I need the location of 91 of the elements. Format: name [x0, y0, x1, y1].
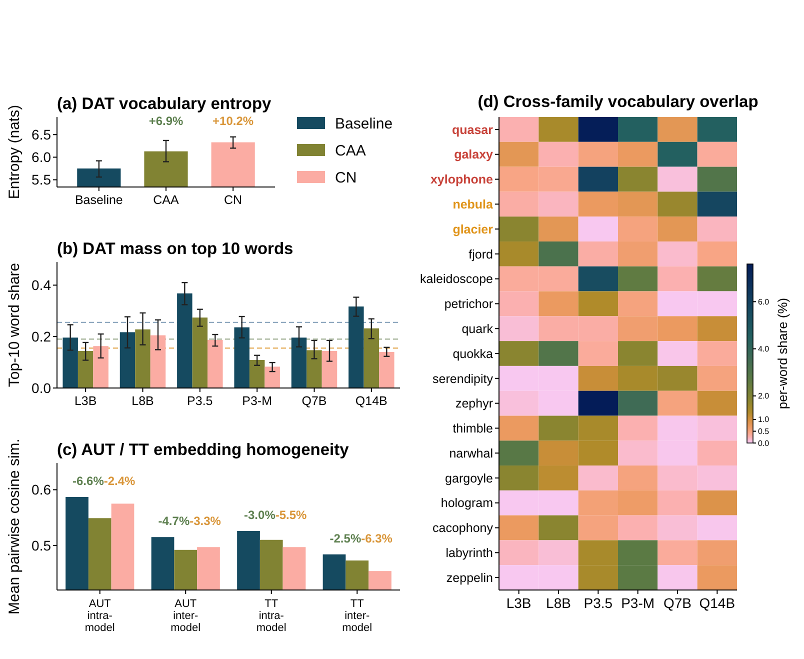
- x-tick-label: Q7B: [302, 394, 327, 408]
- annotation: -3.0%: [244, 508, 276, 522]
- bar: [264, 366, 280, 388]
- x-tick-label: Q14B: [699, 595, 736, 611]
- color-bar-label: 0.5: [758, 427, 770, 436]
- y-tick-label: glacier: [452, 222, 494, 236]
- y-tick-label: xylophone: [430, 172, 494, 187]
- y-tick-label: narwhal: [449, 446, 493, 460]
- x-tick-label: L8B: [132, 394, 154, 408]
- y-tick-label: zeppelin: [446, 570, 494, 585]
- y-tick-label: nebula: [452, 198, 494, 212]
- bar: [78, 350, 94, 388]
- y-tick-label: 6.5: [32, 126, 52, 143]
- bar: [192, 318, 208, 388]
- bar: [93, 346, 108, 388]
- bar: [177, 293, 192, 388]
- color-bar-label: 2.0: [758, 392, 770, 401]
- annotation: -6.3%: [361, 531, 393, 546]
- y-tick-label: kaleidoscope: [420, 272, 494, 286]
- y-tick-label: cacophony: [432, 521, 494, 536]
- color-bar-label: 6.0: [758, 297, 770, 306]
- color-bar-label: 4.0: [758, 344, 770, 354]
- y-tick-label: quokka: [452, 346, 494, 361]
- x-tick-label: Q7B: [663, 595, 692, 611]
- legend-label: Baseline: [335, 115, 393, 132]
- bar: [348, 306, 364, 388]
- x-tick-label: P3-M: [242, 394, 272, 408]
- x-tick-label: TT inter- model: [342, 598, 372, 634]
- chart-title: (c) AUT / TT embedding homogeneity: [57, 441, 350, 459]
- annotation: -4.7%: [158, 514, 190, 528]
- x-tick-label: TT intra- model: [256, 598, 286, 634]
- annotation: -5.5%: [275, 508, 308, 522]
- y-tick-label: 0.2: [32, 328, 52, 344]
- y-tick-label: 0.6: [32, 482, 52, 498]
- y-tick-label: 5.5: [32, 172, 52, 188]
- chart-title: (b) DAT mass on top 10 words: [57, 240, 294, 258]
- bar: [249, 360, 265, 388]
- y-tick-label: galaxy: [454, 148, 494, 162]
- x-tick-label: Q14B: [355, 394, 388, 408]
- legend-label: CAA: [335, 142, 366, 160]
- annotation: +6.9%: [148, 114, 184, 128]
- x-tick-label: P3-M: [621, 595, 655, 611]
- x-tick-label: CAA: [153, 193, 180, 207]
- y-tick-label: 0.5: [32, 537, 52, 554]
- x-tick-label: L3B: [74, 394, 97, 408]
- bar: [306, 350, 322, 388]
- x-tick-label: CN: [224, 193, 242, 207]
- y-tick-label: fjord: [468, 247, 494, 262]
- y-axis-title: Mean pairwise cosine sim.: [6, 438, 23, 614]
- y-tick-label: quasar: [452, 122, 494, 137]
- y-tick-label: petrichor: [444, 297, 493, 312]
- bar: [150, 335, 166, 388]
- annotation: +10.2%: [212, 114, 254, 128]
- x-tick-label: Baseline: [74, 193, 123, 207]
- color-bar-title: per-word share (%): [775, 298, 790, 410]
- y-tick-label: 0.4: [32, 277, 52, 294]
- bar: [62, 338, 78, 388]
- x-tick-label: P3.5: [584, 595, 613, 611]
- annotation: -6.6%: [72, 474, 104, 488]
- y-tick-label: quark: [462, 322, 494, 336]
- bar: [234, 327, 250, 388]
- y-axis-title: Entropy (nats): [6, 104, 23, 200]
- x-tick-label: AUT intra- model: [84, 598, 115, 634]
- color-bar-label: 0.0: [758, 438, 770, 448]
- annotation: -2.5%: [330, 531, 362, 546]
- bar: [322, 350, 338, 388]
- chart-title: (d) Cross-family vocabulary overlap: [478, 93, 758, 111]
- y-tick-label: zephyr: [455, 396, 493, 411]
- bar: [208, 340, 223, 388]
- y-axis-title: Top-10 word share: [6, 262, 23, 388]
- y-tick-label: serendipity: [432, 372, 494, 386]
- annotation: -2.4%: [104, 474, 136, 488]
- bar: [135, 329, 150, 388]
- bar: [291, 338, 307, 388]
- y-tick-label: hologram: [440, 496, 493, 510]
- y-tick-label: gargoyle: [445, 471, 494, 486]
- x-tick-label: L8B: [546, 595, 571, 611]
- bar: [120, 332, 136, 388]
- x-tick-label: AUT inter- model: [170, 598, 201, 634]
- y-tick-label: labyrinth: [446, 546, 494, 560]
- chart-title: (a) DAT vocabulary entropy: [57, 95, 272, 113]
- x-tick-label: L3B: [506, 595, 532, 611]
- x-tick-label: P3.5: [187, 394, 213, 408]
- color-bar-label: 1.0: [758, 415, 770, 424]
- y-tick-label: 6.0: [32, 149, 52, 166]
- bar: [379, 352, 394, 388]
- annotation: -3.3%: [190, 514, 222, 528]
- y-tick-label: 0.0: [32, 380, 52, 396]
- bar: [364, 328, 380, 388]
- legend-label: CN: [335, 169, 357, 186]
- y-tick-label: thimble: [452, 422, 494, 436]
